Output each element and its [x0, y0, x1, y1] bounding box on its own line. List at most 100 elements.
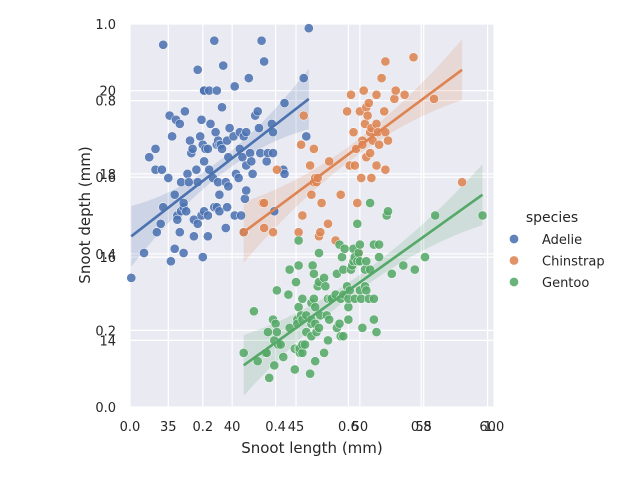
legend-title: species — [526, 210, 578, 226]
adelie-point — [245, 148, 255, 158]
gentoo-point — [264, 373, 275, 383]
gentoo-point — [477, 210, 488, 221]
chinstrap-point — [306, 189, 317, 200]
adelie-point — [157, 164, 167, 175]
overlay-y-tick-label: 0.6 — [95, 171, 116, 186]
y-tick-label: 18 — [99, 168, 116, 183]
gentoo-point — [319, 273, 329, 283]
adelie-point — [209, 35, 220, 46]
adelie-point — [169, 189, 180, 200]
x-tick-label: 60 — [479, 420, 496, 435]
chinstrap-point — [293, 227, 304, 238]
adelie-point — [150, 144, 161, 154]
legend-label-gentoo: Gentoo — [542, 276, 589, 291]
gentoo-point — [293, 260, 304, 271]
gentoo-point — [300, 339, 310, 350]
legend: species Adelie Chinstrap Gentoo — [509, 210, 605, 291]
adelie-point — [256, 35, 267, 46]
gentoo-regression-line — [242, 193, 484, 367]
gentoo-point — [355, 239, 365, 250]
adelie-point — [247, 169, 258, 179]
gentoo-point — [297, 348, 308, 358]
chinstrap-point — [316, 198, 327, 208]
gentoo-point — [309, 293, 319, 304]
adelie-point — [237, 152, 248, 163]
adelie-point — [243, 73, 254, 83]
gentoo-point — [305, 368, 315, 379]
chinstrap-point — [296, 139, 306, 150]
chinstrap-point — [376, 73, 387, 83]
gentoo-point — [307, 260, 318, 271]
adelie-point — [214, 189, 225, 200]
overlay-x-tick-label: 0.8 — [411, 420, 432, 435]
adelie-point — [158, 39, 169, 50]
adelie-point — [223, 181, 234, 192]
chinstrap-point — [305, 160, 315, 171]
adelie-point — [185, 135, 195, 146]
gentoo-point — [324, 314, 335, 325]
chinstrap-point — [309, 144, 319, 154]
gentoo-point — [291, 277, 301, 287]
adelie-point — [214, 206, 225, 217]
adelie-point — [144, 152, 155, 163]
chinstrap-point — [352, 198, 363, 208]
gentoo-point — [278, 352, 289, 362]
chinstrap-point — [297, 210, 308, 221]
chinstrap-point — [379, 106, 390, 117]
adelie-point — [301, 131, 312, 142]
adelie-point — [205, 119, 216, 129]
adelie-point — [187, 144, 198, 154]
gentoo-point — [386, 268, 397, 279]
gentoo-point — [238, 348, 249, 358]
gentoo-point — [297, 293, 308, 304]
chinstrap-point — [268, 227, 278, 238]
chinstrap-point — [348, 127, 359, 138]
adelie-point — [189, 231, 199, 242]
gentoo-point — [361, 285, 372, 296]
chinstrap-point — [259, 198, 269, 208]
chinstrap-point — [371, 119, 382, 129]
gentoo-point — [357, 323, 368, 333]
adelie-point — [169, 243, 180, 254]
adelie-point — [241, 185, 252, 196]
adelie-point — [298, 73, 309, 83]
adelie-point — [174, 227, 185, 238]
adelie-regression-line — [130, 97, 310, 238]
chinstrap-point — [356, 173, 367, 183]
y-tick-label: 14 — [99, 334, 116, 349]
adelie-point — [155, 218, 166, 229]
adelie-point — [252, 106, 263, 117]
gentoo-point — [314, 248, 324, 258]
adelie-point — [233, 173, 244, 183]
gentoo-point — [270, 318, 281, 329]
adelie-point — [203, 231, 213, 242]
gentoo-point — [398, 260, 409, 271]
x-tick-label: 40 — [224, 420, 241, 435]
legend-label-chinstrap: Chinstrap — [542, 255, 605, 270]
adelie-point — [151, 227, 162, 238]
gentoo-point — [338, 331, 349, 342]
adelie-point — [224, 123, 235, 133]
chinstrap-regression-line — [242, 68, 463, 234]
chinstrap-point — [298, 110, 309, 121]
gentoo-point — [343, 302, 354, 312]
gentoo-point — [369, 293, 379, 304]
chinstrap-point — [346, 89, 356, 100]
adelie-point — [229, 81, 240, 92]
legend-label-adelie: Adelie — [542, 233, 582, 248]
gentoo-point — [293, 235, 304, 246]
overlay-y-tick-label: 0.2 — [95, 324, 116, 339]
gentoo-point — [283, 289, 294, 300]
gentoo-point — [314, 323, 324, 333]
gentoo-point — [323, 335, 333, 346]
gentoo-point — [353, 248, 364, 258]
gentoo-point — [343, 314, 354, 325]
y-tick-label: 20 — [99, 85, 116, 100]
gentoo-point — [272, 285, 282, 296]
gentoo-point — [409, 264, 420, 275]
overlay-x-tick-label: 1.0 — [484, 420, 505, 435]
adelie-point — [174, 119, 185, 129]
gentoo-point — [365, 198, 375, 208]
gentoo-point — [430, 210, 441, 221]
adelie-point — [211, 85, 222, 96]
